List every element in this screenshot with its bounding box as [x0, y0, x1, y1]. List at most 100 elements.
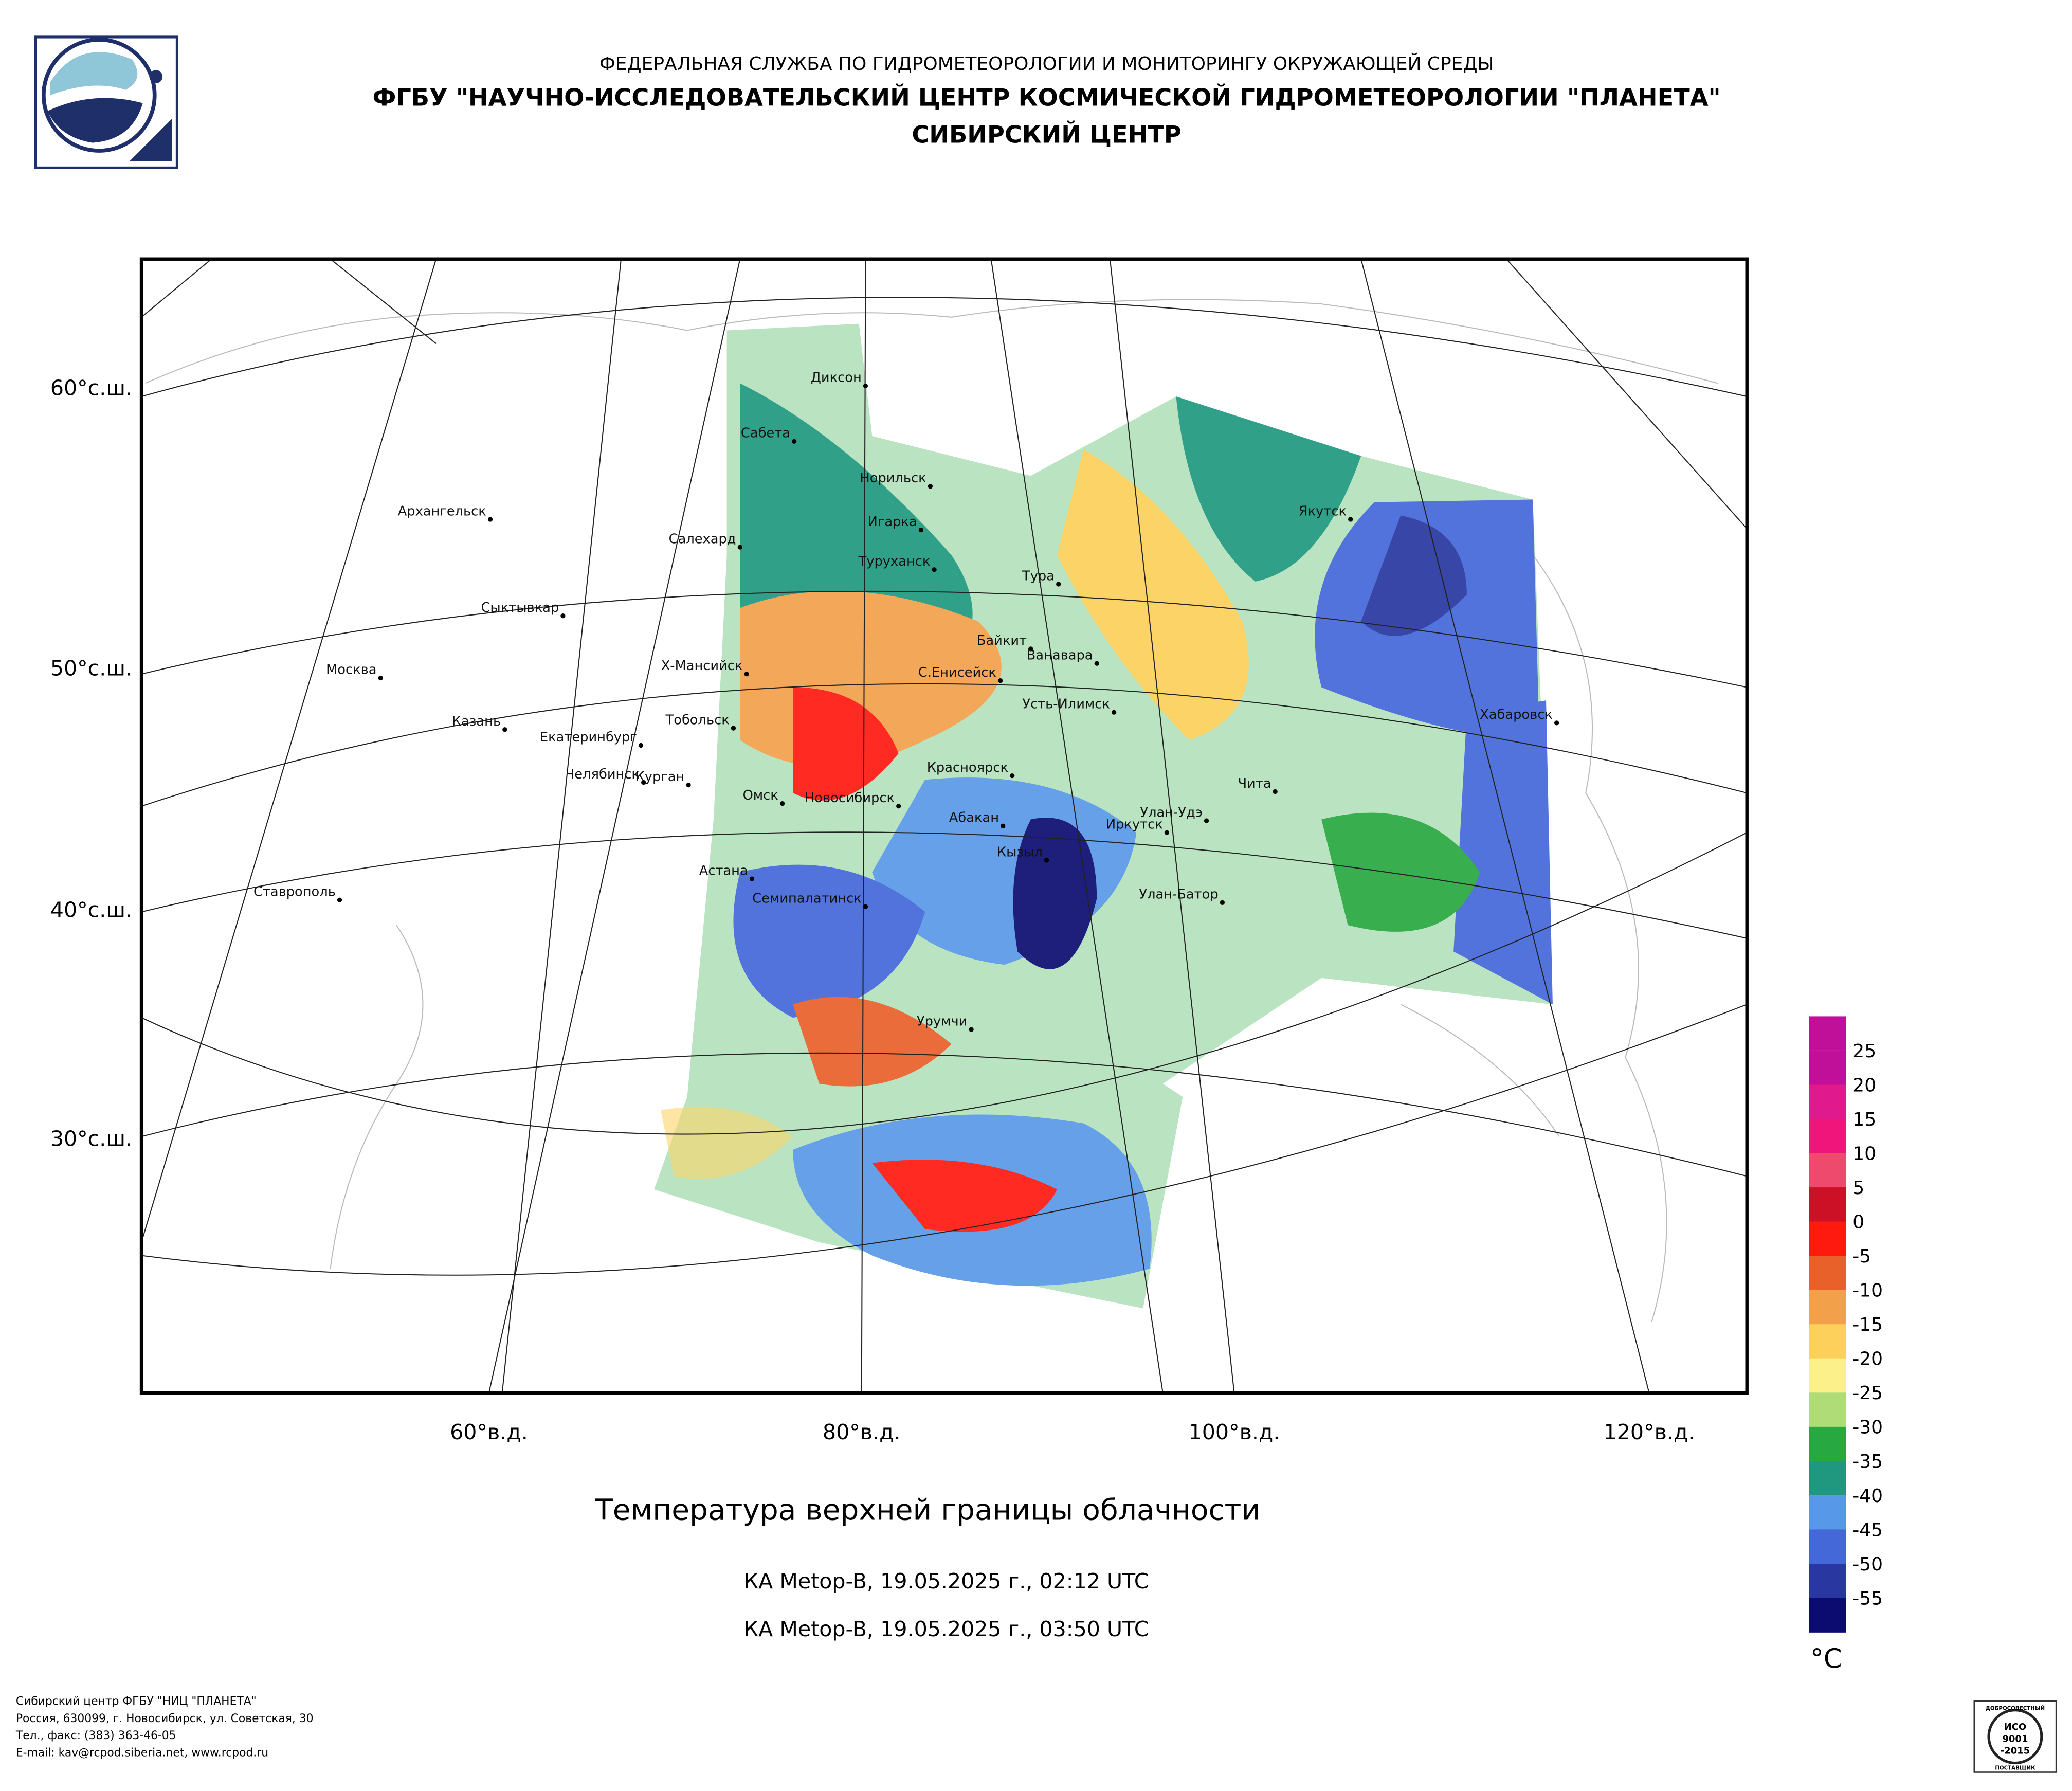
legend-tick-label: 0 [1852, 1211, 1864, 1233]
city-dot [863, 904, 868, 909]
land-outline [145, 299, 1718, 1322]
city-label: С.Енисейск [918, 665, 996, 680]
axis-labels: 60°с.ш. 50°с.ш. 40°с.ш. 30°с.ш. 60°в.д. 80°в.… [50, 375, 1695, 1444]
map: Диксон Сабета Норильск Архангельск Салехард И… [141, 259, 1747, 1393]
legend-swatch [1809, 1084, 1846, 1119]
legend-swatch [1809, 1495, 1846, 1530]
city-dot [487, 517, 493, 522]
legend-swatch [1809, 1221, 1846, 1256]
city-label: Ставрополь [253, 884, 336, 900]
legend-tick-label: -25 [1852, 1383, 1883, 1404]
city-label: Астана [699, 863, 748, 878]
legend-swatch [1809, 1598, 1846, 1633]
city-label: Омск [743, 788, 778, 803]
city-label: Туруханск [858, 554, 931, 569]
legend-swatch [1809, 1461, 1846, 1496]
city-dot [928, 484, 933, 489]
legend-tick-label: -35 [1852, 1451, 1883, 1472]
legend-swatch [1809, 1392, 1846, 1427]
city-dot [337, 897, 342, 902]
legend: 25 20 15 10 5 0 -5 -10 -15 -20 -25 -30 -35 -40 -45 -50 -… [1809, 1016, 1883, 1674]
city-dot [1164, 830, 1170, 835]
city-dot [378, 675, 383, 681]
city-dot [1028, 646, 1033, 652]
city-label: Х-Мансийск [661, 658, 743, 674]
city-label: Тура [1022, 568, 1055, 584]
lat-label: 50°с.ш. [50, 656, 132, 680]
legend-swatch [1809, 1426, 1846, 1462]
title: Температура верхней границы облачности [594, 1494, 1260, 1527]
legend-swatch [1809, 1529, 1846, 1564]
footer: Сибирский центр ФГБУ "НИЦ "ПЛАНЕТА" Росси… [15, 1695, 314, 1759]
lon-label: 80°в.д. [823, 1420, 901, 1444]
badge-text: -2015 [2001, 1746, 2030, 1757]
lat-label: 30°с.ш. [50, 1126, 132, 1151]
legend-unit: °C [1810, 1643, 1842, 1674]
city-dot [1220, 900, 1225, 906]
city-dot [896, 804, 901, 809]
city-dot [918, 527, 924, 533]
cloud-field [654, 323, 1553, 1309]
city-label: Усть-Илимск [1022, 697, 1110, 712]
city-label: Хабаровск [1480, 707, 1553, 722]
city-label: Семипалатинск [752, 891, 862, 906]
legend-swatch [1809, 1187, 1846, 1222]
city-dot [969, 1027, 974, 1032]
city-label: Тобольск [665, 712, 730, 728]
legend-tick-label: -10 [1852, 1280, 1883, 1301]
city-label: Сыктывкар [481, 600, 559, 616]
city-label: Игарка [868, 514, 917, 530]
city-label: Кызыл [997, 844, 1043, 860]
city-dot [1554, 720, 1559, 726]
lon-label: 100°в.д. [1189, 1420, 1280, 1444]
city-label: Салехард [669, 531, 736, 547]
city-dot [744, 672, 749, 677]
badge-text: 9001 [2002, 1733, 2028, 1744]
header-line: ФЕДЕРАЛЬНАЯ СЛУЖБА ПО ГИДРОМЕТЕОРОЛОГИИ … [599, 53, 1494, 75]
city-label: Ванавара [1027, 647, 1093, 663]
city-label: Диксон [811, 370, 862, 386]
legend-swatch [1809, 1563, 1846, 1599]
city-dot [737, 545, 742, 550]
badge-text: ПОСТАВЩИК [1995, 1765, 2035, 1771]
city-dot [502, 727, 507, 732]
legend-swatch [1809, 1050, 1846, 1086]
city-label: Новосибирск [805, 790, 895, 806]
legend-swatch [1809, 1358, 1846, 1394]
subtitle: КА Metop-B, 19.05.2025 г., 03:50 UTC [743, 1617, 1149, 1641]
city-dot [1056, 582, 1061, 587]
city-label: Якутск [1299, 503, 1347, 519]
city-label: Москва [326, 662, 376, 678]
legend-tick-label: -20 [1852, 1349, 1883, 1370]
city-dot [560, 613, 566, 619]
city-dot [997, 678, 1003, 683]
subtitle: КА Metop-B, 19.05.2025 г., 02:12 UTC [743, 1569, 1149, 1594]
city-label: Красноярск [927, 760, 1008, 775]
legend-tick-label: 25 [1852, 1041, 1876, 1062]
city-label: Байкит [977, 633, 1027, 648]
city-label: Казань [452, 714, 501, 729]
lon-label: 120°в.д. [1604, 1420, 1695, 1444]
legend-tick-label: 5 [1852, 1178, 1864, 1199]
cities: Диксон Сабета Норильск Архангельск Салехард И… [253, 370, 1559, 1032]
legend-swatch [1809, 1016, 1846, 1051]
legend-tick-label: 15 [1852, 1109, 1876, 1130]
map-frame [139, 257, 1749, 1395]
city-dot [1001, 823, 1006, 828]
city-dot [1010, 773, 1015, 779]
city-label: Архангельск [398, 503, 486, 519]
lat-label: 40°с.ш. [50, 898, 132, 922]
city-label: Иркутск [1106, 817, 1163, 832]
city-dot [863, 383, 868, 389]
city-dot [641, 780, 646, 785]
badge-text: ИСО [2004, 1722, 2027, 1732]
legend-tick-label: -55 [1852, 1588, 1883, 1609]
legend-tick-label: -45 [1852, 1519, 1883, 1541]
city-label: Улан-Батор [1139, 887, 1218, 902]
city-label: Улан-Удэ [1140, 805, 1202, 820]
city-label: Екатеринбург [540, 730, 637, 745]
footer-line: E-mail: kav@rcpod.siberia.net, www.rcpod… [16, 1747, 268, 1760]
city-dot [686, 783, 691, 788]
